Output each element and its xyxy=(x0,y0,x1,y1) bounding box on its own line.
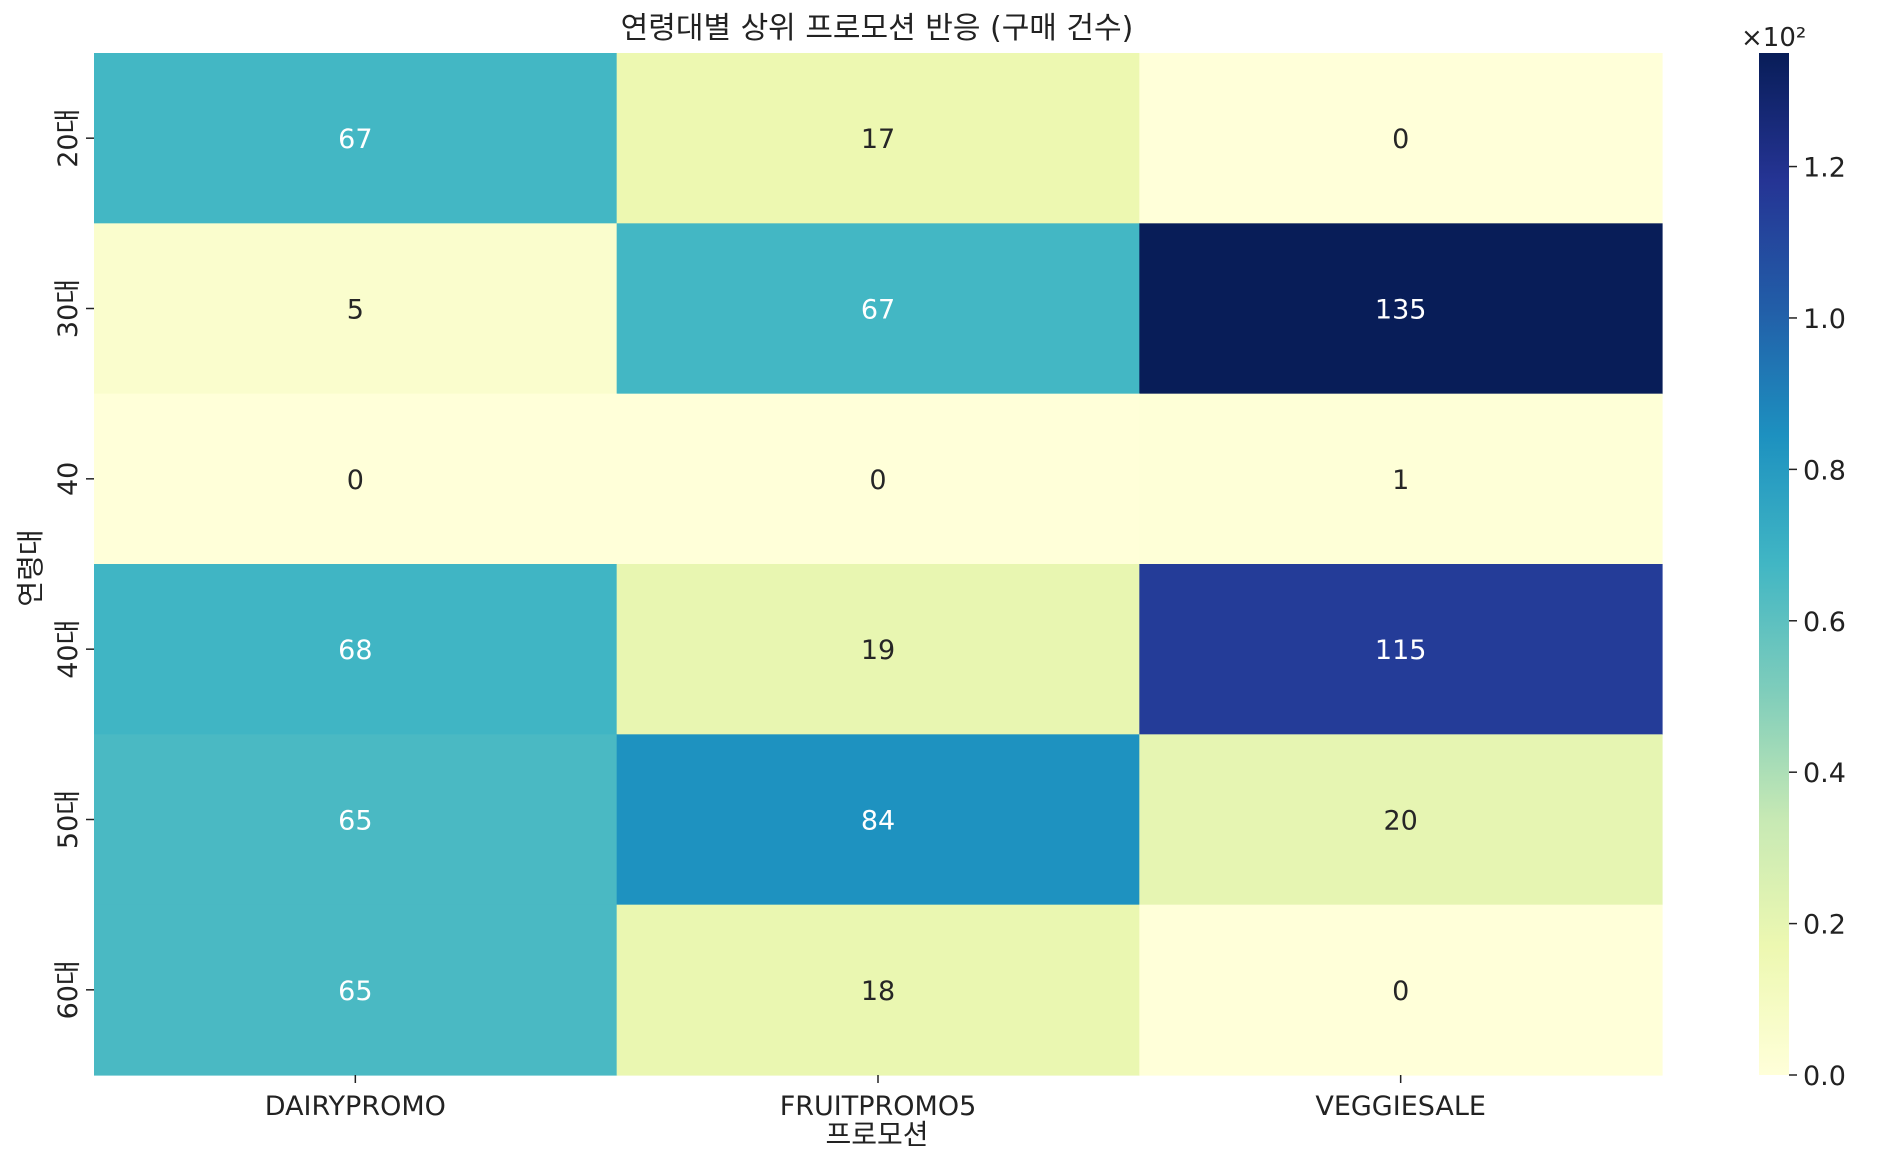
colorbar-tick-label: 1.0 xyxy=(1803,304,1846,335)
heatmap-cell xyxy=(94,734,618,906)
chart-title: 연령대별 상위 프로모션 반응 (구매 건수) xyxy=(621,11,1134,46)
heatmap-cell xyxy=(94,393,618,565)
heatmap-cell xyxy=(616,53,1140,224)
x-tick-label: FRUITPROMO5 xyxy=(780,1091,977,1122)
heatmap-cell xyxy=(94,223,618,395)
cell-value-label: 65 xyxy=(338,976,372,1007)
x-tick-label: DAIRYPROMO xyxy=(265,1091,446,1122)
cell-value-label: 0 xyxy=(869,465,886,496)
cell-value-label: 115 xyxy=(1375,635,1427,666)
heatmap-cell xyxy=(1139,393,1663,565)
heatmap-cells xyxy=(94,53,1663,1076)
cell-value-label: 68 xyxy=(338,635,372,666)
colorbar-tick-label: 0.2 xyxy=(1803,910,1846,941)
cell-value-label: 67 xyxy=(861,295,895,326)
heatmap-cell xyxy=(94,53,618,224)
y-tick-label: 20대 xyxy=(53,109,84,168)
cell-value-label: 65 xyxy=(338,806,372,837)
cell-value-label: 1 xyxy=(1392,465,1409,496)
y-axis-title: 연령대 xyxy=(14,529,47,606)
y-tick-label: 40대 xyxy=(53,620,84,679)
cell-value-label: 0 xyxy=(1392,976,1409,1007)
heatmap-cell xyxy=(616,904,1140,1076)
heatmap-cell-labels: 67 17 0 5 67 135 0 0 1 68 19 115 65 84 20 65 18 0 xyxy=(338,124,1426,1007)
colorbar-tick-label: 1.2 xyxy=(1803,153,1846,184)
colorbar: 0.0 0.2 0.4 0.6 0.8 1.0 1.2 ×10² xyxy=(1741,23,1846,1092)
cell-value-label: 84 xyxy=(861,806,895,837)
colorbar-scale-label: ×10² xyxy=(1741,23,1806,53)
cell-value-label: 17 xyxy=(861,124,895,155)
heatmap-cell xyxy=(1139,53,1663,224)
y-tick-label: 60대 xyxy=(53,960,84,1019)
x-tick-label: VEGGIESALE xyxy=(1315,1091,1486,1122)
heatmap-cell xyxy=(1139,904,1663,1076)
cell-value-label: 0 xyxy=(347,465,364,496)
heatmap-cell xyxy=(616,393,1140,565)
heatmap-cell xyxy=(616,223,1140,395)
cell-value-label: 19 xyxy=(861,635,895,666)
cell-value-label: 67 xyxy=(338,124,372,155)
heatmap-cell xyxy=(616,564,1140,735)
cell-value-label: 20 xyxy=(1383,806,1417,837)
x-axis-title: 프로모션 xyxy=(825,1118,928,1151)
y-axis: 20대 30대 40 40대 50대 60대 xyxy=(53,109,94,1019)
cell-value-label: 5 xyxy=(347,295,364,326)
colorbar-gradient xyxy=(1759,53,1789,1075)
y-tick-label: 40 xyxy=(53,462,84,496)
colorbar-tick-label: 0.8 xyxy=(1803,455,1846,486)
colorbar-tick-label: 0.0 xyxy=(1803,1061,1846,1092)
heatmap-cell xyxy=(94,904,618,1076)
colorbar-ticks: 0.0 0.2 0.4 0.6 0.8 1.0 1.2 xyxy=(1789,153,1846,1092)
y-tick-label: 30대 xyxy=(53,279,84,338)
heatmap-cell xyxy=(1139,734,1663,906)
colorbar-tick-label: 0.6 xyxy=(1803,607,1846,638)
cell-value-label: 18 xyxy=(861,976,895,1007)
heatmap-cell xyxy=(94,564,618,735)
y-tick-label: 50대 xyxy=(53,790,84,849)
x-axis: DAIRYPROMO FRUITPROMO5 VEGGIESALE xyxy=(265,1075,1486,1122)
colorbar-tick-label: 0.4 xyxy=(1803,758,1846,789)
cell-value-label: 135 xyxy=(1375,295,1427,326)
heatmap-cell xyxy=(1139,223,1663,395)
cell-value-label: 0 xyxy=(1392,124,1409,155)
heatmap-cell xyxy=(616,734,1140,906)
heatmap-cell xyxy=(1139,564,1663,735)
